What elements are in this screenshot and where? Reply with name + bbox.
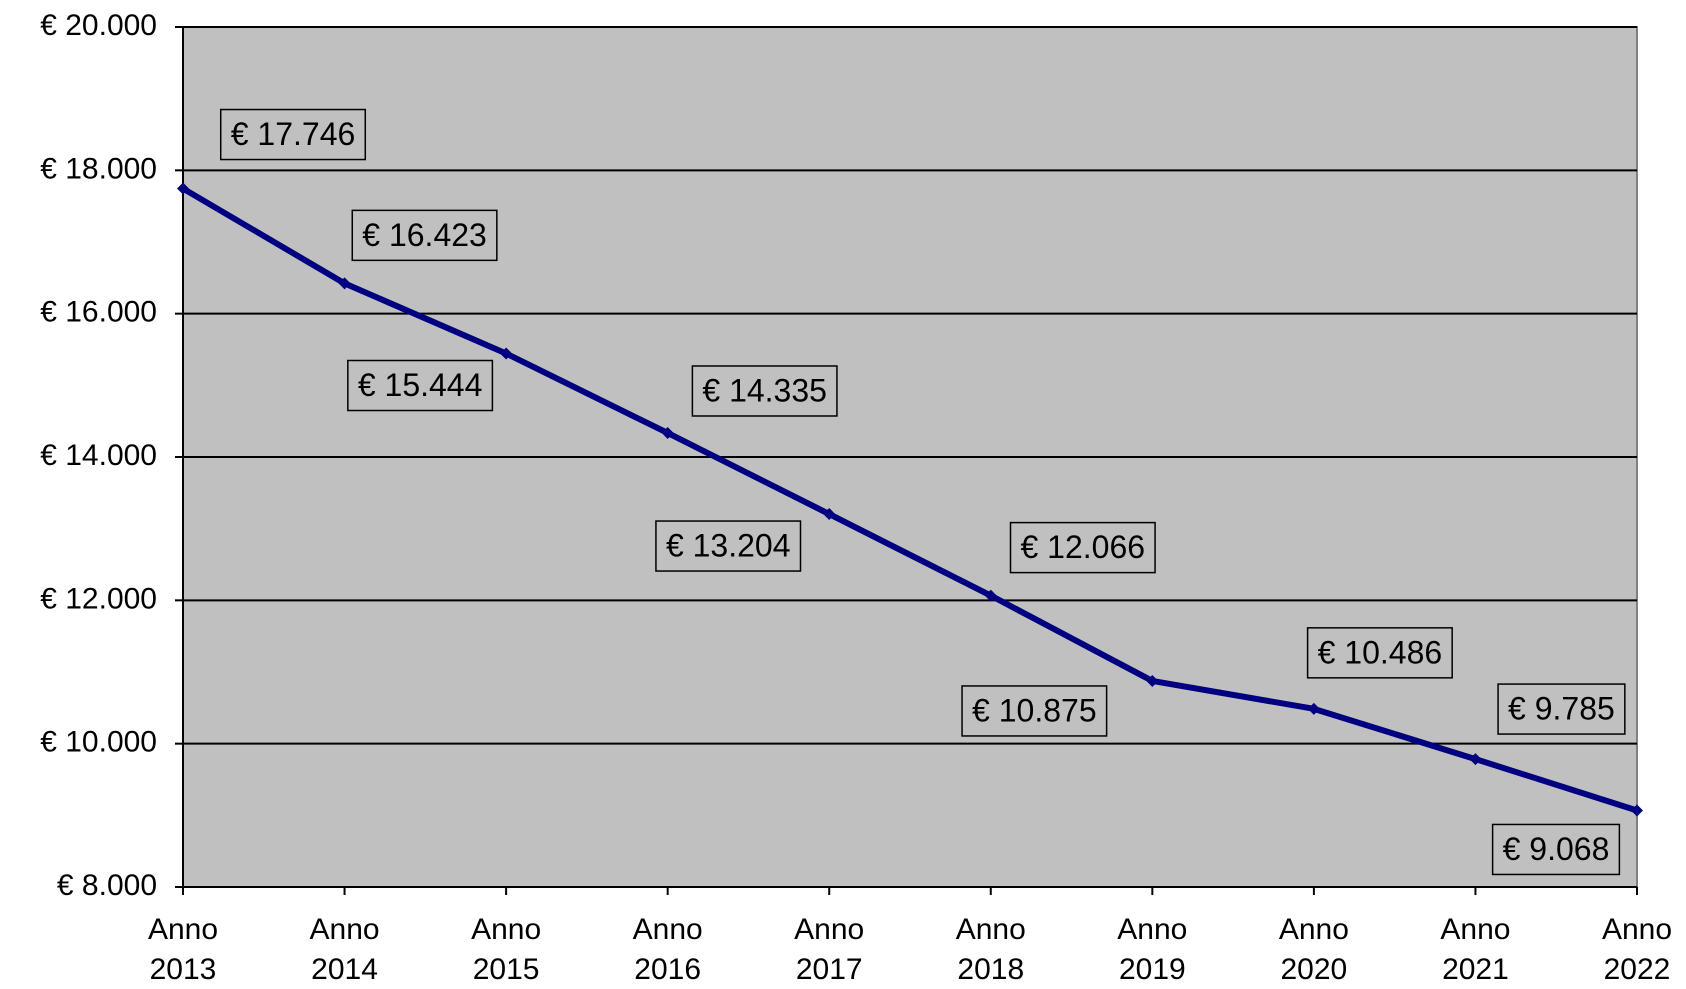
x-tick-label: Anno 2020: [1279, 913, 1349, 986]
x-tick-label: Anno 2018: [956, 913, 1026, 986]
data-label-box: [1009, 521, 1156, 574]
marker: [1631, 804, 1643, 817]
marker: [1469, 753, 1482, 766]
data-label: € 14.335: [702, 372, 827, 408]
data-label-group: € 17.746: [219, 108, 367, 161]
data-label-group: € 13.204: [655, 520, 802, 572]
x-tick-label: Anno 2019: [1117, 913, 1187, 986]
x-tick-label: Anno 2017: [794, 913, 864, 986]
y-tick-label: € 20.000: [40, 9, 157, 42]
marker: [823, 508, 836, 521]
x-tick-label: Anno 2013: [148, 913, 218, 986]
data-label-box: [961, 685, 1108, 737]
line: [181, 185, 1638, 814]
data-label: € 9.785: [1508, 691, 1615, 727]
data-label-group: € 9.068: [1491, 823, 1621, 876]
data-label-group: € 14.335: [691, 365, 838, 417]
data-label-box: [347, 359, 494, 412]
data-label: € 12.066: [1020, 529, 1145, 565]
data-label-group: € 16.423: [351, 209, 498, 262]
marker: [177, 182, 189, 195]
marker: [500, 347, 513, 360]
y-tick-label: € 12.000: [40, 582, 157, 615]
data-label: € 13.204: [666, 527, 791, 563]
data-label-group: € 10.486: [1306, 627, 1453, 679]
marker: [1146, 674, 1159, 687]
marker: [661, 426, 674, 439]
data-label-box: [1497, 683, 1626, 735]
data-label: € 9.068: [1503, 831, 1610, 867]
x-tick-label: Anno 2015: [471, 913, 541, 986]
x-tick-label: Anno 2016: [633, 913, 703, 986]
data-label-group: € 9.785: [1497, 683, 1626, 735]
data-label-box: [691, 365, 838, 417]
x-tick-label: Anno 2014: [310, 913, 380, 986]
marker: [1307, 702, 1320, 715]
data-label-box: [1306, 627, 1453, 679]
data-label-box: [351, 209, 498, 262]
y-tick-label: € 8.000: [57, 869, 157, 902]
data-label-box: [655, 520, 802, 572]
y-tick-label: € 10.000: [40, 726, 157, 759]
y-tick-label: € 18.000: [40, 152, 157, 185]
data-label: € 16.423: [362, 217, 487, 253]
data-label-box: [1491, 823, 1621, 876]
data-label-group: € 12.066: [1009, 521, 1156, 574]
data-label: € 10.875: [972, 692, 1097, 728]
x-tick-label: Anno 2022: [1602, 913, 1672, 986]
marker: [984, 589, 997, 602]
y-tick-label: € 14.000: [40, 439, 157, 472]
marker: [338, 277, 351, 290]
data-label-box: [219, 108, 367, 161]
data-label-group: € 15.444: [347, 359, 494, 412]
y-tick-label: € 16.000: [40, 296, 157, 329]
x-tick-label: Anno 2021: [1440, 913, 1510, 986]
data-label: € 10.486: [1318, 634, 1443, 670]
data-label: € 17.746: [231, 116, 356, 152]
data-label-group: € 10.875: [961, 685, 1108, 737]
data-label: € 15.444: [358, 367, 483, 403]
